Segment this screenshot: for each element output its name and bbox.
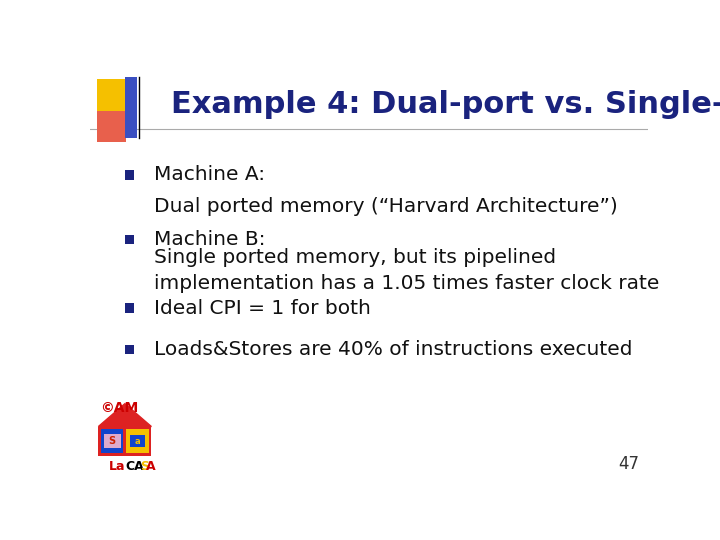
- FancyBboxPatch shape: [130, 435, 145, 447]
- FancyBboxPatch shape: [126, 429, 148, 453]
- Text: Example 4: Dual-port vs. Single-port: Example 4: Dual-port vs. Single-port: [171, 90, 720, 119]
- Text: CA: CA: [125, 460, 143, 472]
- Text: 47: 47: [618, 455, 639, 473]
- Text: Single ported memory, but its pipelined
implementation has a 1.05 times faster c: Single ported memory, but its pipelined …: [154, 248, 660, 293]
- Text: ©AM: ©AM: [100, 401, 138, 415]
- Text: S: S: [140, 460, 150, 472]
- FancyBboxPatch shape: [101, 429, 123, 453]
- Text: Ideal CPI = 1 for both: Ideal CPI = 1 for both: [154, 299, 371, 318]
- Text: Dual ported memory (“Harvard Architecture”): Dual ported memory (“Harvard Architectur…: [154, 197, 618, 215]
- Polygon shape: [99, 404, 151, 427]
- Text: A: A: [146, 460, 156, 472]
- Text: Machine A:: Machine A:: [154, 165, 265, 185]
- FancyBboxPatch shape: [125, 303, 133, 313]
- FancyBboxPatch shape: [125, 235, 133, 244]
- Text: a: a: [135, 437, 140, 445]
- Text: S: S: [109, 436, 116, 446]
- FancyBboxPatch shape: [99, 427, 151, 456]
- FancyBboxPatch shape: [96, 111, 126, 141]
- Text: La: La: [109, 460, 125, 472]
- Text: Loads&Stores are 40% of instructions executed: Loads&Stores are 40% of instructions exe…: [154, 340, 633, 359]
- FancyBboxPatch shape: [125, 345, 133, 354]
- FancyBboxPatch shape: [96, 79, 133, 121]
- Text: Machine B:: Machine B:: [154, 230, 266, 249]
- FancyBboxPatch shape: [104, 434, 121, 448]
- FancyBboxPatch shape: [125, 77, 138, 138]
- FancyBboxPatch shape: [125, 171, 133, 180]
